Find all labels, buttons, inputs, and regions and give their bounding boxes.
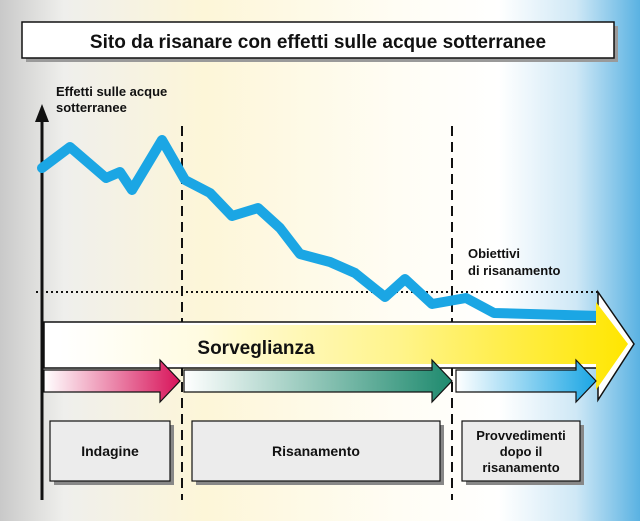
phase-label-post-line1: Provvedimenti xyxy=(476,428,566,443)
y-axis-label-line2: sotterranee xyxy=(56,100,127,115)
monitoring-label: Sorveglianza xyxy=(197,338,315,359)
title-bar: Sito da risanare con effetti sulle acque… xyxy=(21,21,618,62)
phase-box-post xyxy=(461,420,584,485)
phase-label-indagine: Indagine xyxy=(81,443,139,459)
phase-label-post-line3: risanamento xyxy=(482,460,559,475)
y-axis-label-line1: Effetti sulle acque xyxy=(56,84,167,99)
phase-arrow-risanamento xyxy=(183,358,453,404)
target-label-line2: di risanamento xyxy=(468,263,561,278)
phase-arrow-post xyxy=(455,358,597,404)
monitoring-arrow xyxy=(43,289,635,403)
y-axis-arrowhead xyxy=(35,104,49,122)
effect-curve xyxy=(37,135,605,321)
diagram-title: Sito da risanare con effetti sulle acque… xyxy=(90,32,546,53)
phase-box-risanamento xyxy=(191,420,444,485)
phase-label-risanamento: Risanamento xyxy=(272,443,360,459)
phase-box-indagine xyxy=(49,420,174,485)
phase-arrow-indagine xyxy=(43,358,181,404)
phase-label-post-line2: dopo il xyxy=(500,444,543,459)
target-label-line1: Obiettivi xyxy=(468,246,520,261)
y-axis xyxy=(35,104,49,500)
